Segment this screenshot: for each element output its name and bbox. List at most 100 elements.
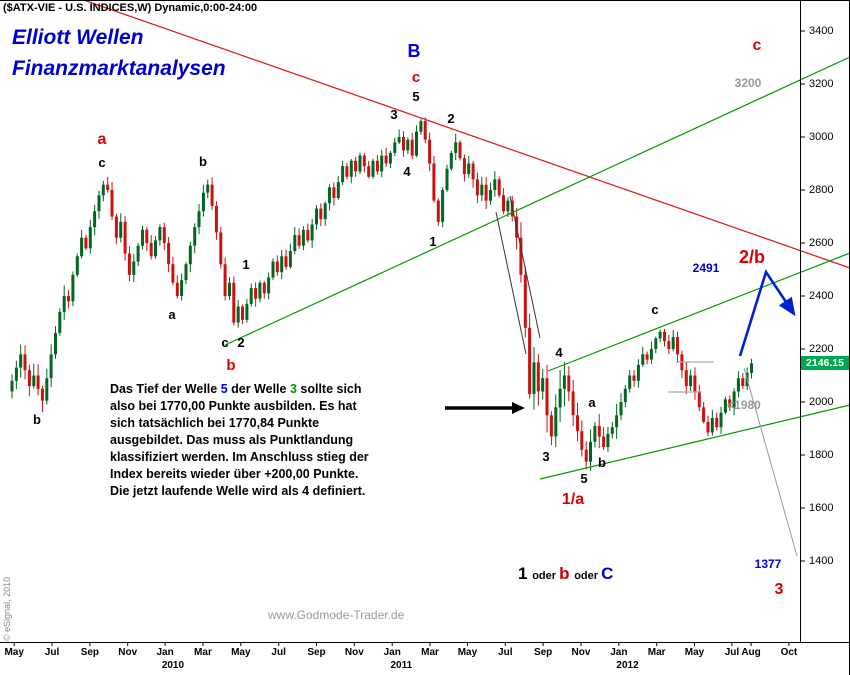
candle-body [536,362,540,392]
y-axis-tick-label: 2400 [809,289,834,302]
green-channel-upper [547,252,850,372]
x-axis-month-label: May [231,647,251,658]
copyright-esignal: © eSignal, 2010 [2,576,12,641]
x-axis-month-label: May [457,647,478,658]
candle-body [393,142,397,153]
candle-body [149,243,153,257]
candle-body [97,195,101,212]
x-axis-month-label: Sep [533,647,553,658]
wave-label: 2491 [692,261,720,275]
candle-body [210,184,214,206]
x-axis-year-label: 2011 [390,660,413,671]
candle-body [519,237,523,275]
candle-body [106,184,110,190]
candle-body [49,354,53,379]
wave-label: c [221,335,229,350]
x-axis-month-label: Jan [383,647,401,658]
candle-body [676,337,679,355]
candle-body [171,264,175,283]
candle-body [458,142,462,159]
candle-body [293,235,297,251]
candle-body [275,261,279,273]
candle-body [715,417,719,428]
watermark-text: www.Godmode-Trader.de [268,608,405,622]
x-axis-year-label: 2012 [616,660,639,671]
candle-body [236,306,240,323]
candle-body [271,261,275,278]
candle-body [689,375,693,387]
candle-body [480,184,484,196]
gray-projection-line [743,367,798,557]
y-axis-tick-label: 3000 [809,130,834,143]
wave-label: 3 [542,449,550,464]
wave-label: 3200 [734,76,762,90]
candle-body [623,388,627,403]
candle-body [201,192,205,212]
candle-body [349,160,353,177]
candle-body [558,388,562,408]
candle-body [297,235,301,246]
green-channel-lower [539,404,850,480]
candle-body [80,237,84,257]
wave-label: b [226,357,236,374]
candle-body [632,375,636,381]
y-axis-tick-label: 1600 [809,501,834,514]
candle-body [602,436,606,448]
alternative-count-note: 1 oder b oder C [518,564,613,584]
candle-body [467,163,471,175]
candle-body [663,331,666,342]
candle-body [606,433,610,448]
candle-body [584,449,588,462]
candle-body [362,155,366,167]
candle-body [158,227,162,241]
candle-body [232,282,236,323]
candle-body [750,363,753,373]
candle-body [254,288,258,299]
candle-body [528,327,532,395]
alternative-count-segment: oder [574,570,602,582]
x-axis-month-label: Aug [741,647,761,658]
candle-body [114,216,118,238]
analysis-note-line: Die jetzt laufende Welle wird als 4 defi… [110,484,366,498]
wave-label: B [407,41,421,61]
wave-label: 3 [774,581,784,598]
x-axis-month-label: Nov [344,647,364,658]
candle-body [371,160,375,177]
candle-body [175,282,179,297]
wave-label: 1 [242,257,250,272]
candle-body [375,160,379,172]
wave-label: 2 [447,111,455,126]
candle-body [419,121,423,132]
candle-body [636,364,640,381]
candle-body [445,168,449,190]
candle-body [523,274,527,328]
candle-body [101,184,105,196]
candle-body [576,415,579,432]
candle-body [671,337,675,349]
candle-body [697,391,701,408]
x-axis-year-label: 2010 [161,660,185,671]
candle-body [684,370,688,387]
candle-body [249,288,253,304]
candle-body [328,187,331,204]
candle-body [719,412,723,428]
candle-body [32,375,36,387]
wave-label: 4 [403,164,411,179]
candle-body [545,378,549,416]
candle-body [310,224,314,241]
branding-block: Elliott Wellen Finanzmarktanalysen [12,22,226,84]
wave-label: a [168,307,176,322]
candle-body [402,137,405,151]
candle-body [667,341,671,349]
candle-body [502,195,505,212]
candle-body [397,137,401,143]
candle-body [84,237,88,249]
candle-body [197,211,201,228]
candle-body [710,417,714,433]
candle-body [93,211,97,228]
candle-body [110,190,114,217]
wave-label: 1377 [754,557,782,571]
candle-body [284,256,288,267]
candle-body [306,229,310,241]
